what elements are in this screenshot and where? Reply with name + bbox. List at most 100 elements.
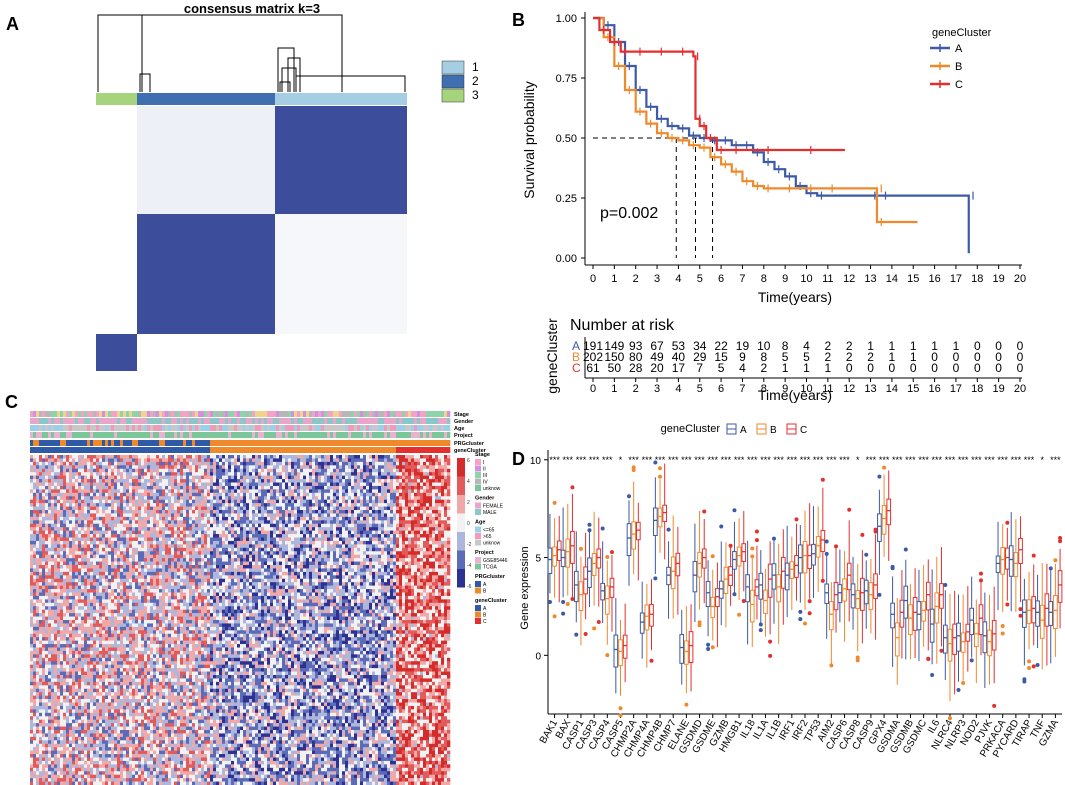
track-cell (357, 411, 361, 417)
heatmap-cell (36, 472, 40, 476)
track-cell (117, 411, 121, 417)
heatmap-cell (81, 503, 85, 507)
heatmap-cell (117, 489, 121, 494)
heatmap-cell (87, 506, 91, 511)
heatmap-cell (120, 544, 124, 549)
heatmap-cell (45, 468, 49, 473)
heatmap-cell (297, 479, 301, 483)
heatmap-cell (294, 455, 298, 459)
heatmap-cell (438, 503, 442, 507)
heatmap-cell (396, 465, 400, 470)
heatmap-cell (348, 540, 352, 545)
heatmap-cell (117, 499, 121, 504)
heatmap-cell (333, 523, 337, 528)
track-cell (417, 440, 421, 446)
heatmap-cell (255, 530, 259, 535)
heatmap-cell (51, 530, 55, 535)
track-cell (330, 418, 334, 424)
heatmap-cell (60, 496, 64, 500)
track-cell (408, 425, 412, 431)
heatmap-cell (354, 472, 358, 476)
heatmap-cell (324, 540, 328, 545)
track-cell (306, 418, 310, 424)
heatmap-cell (324, 485, 328, 490)
heatmap-cell (159, 503, 163, 507)
track-cell (441, 447, 445, 453)
track-cell (294, 418, 298, 424)
heatmap-cell (42, 520, 46, 525)
heatmap-cell (198, 527, 202, 531)
heatmap-cell (165, 510, 169, 514)
heatmap-cell (294, 496, 298, 500)
heatmap-cell (162, 513, 166, 518)
heatmap-cell (270, 475, 274, 480)
heatmap-cell (114, 506, 118, 511)
heatmap-cell (123, 479, 127, 483)
heatmap-cell (390, 520, 394, 525)
heatmap-cell (90, 527, 94, 531)
heatmap-cell (264, 527, 268, 531)
heatmap-cell (96, 547, 100, 552)
heatmap-cell (315, 540, 319, 545)
track-cell (237, 418, 241, 424)
heatmap-cell (48, 530, 52, 535)
heatmap-cell (123, 527, 127, 531)
heatmap-cell (360, 513, 364, 518)
track-cell (51, 425, 55, 431)
heatmap-cell (138, 455, 142, 459)
matrix-block-3 (96, 334, 137, 371)
heatmap-cell (108, 523, 112, 528)
heatmap-cell (402, 499, 406, 504)
heatmap-cell (411, 544, 415, 549)
track-cell (432, 411, 436, 417)
heatmap-cell (270, 468, 274, 473)
heatmap-cell (231, 506, 235, 511)
heatmap-cell (429, 544, 433, 549)
heatmap-cell (255, 499, 259, 504)
heatmap-cell (96, 540, 100, 545)
heatmap-cell (159, 458, 163, 463)
heatmap-cell (288, 485, 292, 490)
heatmap-cell (321, 465, 325, 470)
heatmap-cell (96, 458, 100, 463)
heatmap-cell (117, 506, 121, 511)
heatmap-cell (354, 537, 358, 542)
heatmap-cell (42, 516, 46, 521)
heatmap-cell (39, 513, 43, 518)
heatmap-cell (360, 523, 364, 528)
heatmap-cell (240, 513, 244, 518)
heatmap-cell (411, 482, 415, 487)
track-cell (93, 447, 97, 453)
track-cell (213, 432, 217, 438)
heatmap-cell (141, 492, 145, 497)
heatmap-cell (207, 461, 211, 466)
heatmap-cell (273, 458, 277, 463)
track-cell (306, 432, 310, 438)
track-cell (288, 440, 292, 446)
track-cell (84, 425, 88, 431)
track-cell (411, 440, 415, 446)
heatmap-cell (432, 479, 436, 483)
heatmap-cell (387, 485, 391, 490)
track-cell (105, 432, 109, 438)
heatmap-cell (387, 482, 391, 487)
heatmap-cell (102, 503, 106, 507)
heatmap-cell (345, 544, 349, 549)
heatmap-cell (114, 485, 118, 490)
track-cell (72, 440, 76, 446)
heatmap-cell (351, 506, 355, 511)
heatmap-cell (78, 455, 82, 459)
heatmap-cell (57, 520, 61, 525)
heatmap-cell (108, 510, 112, 514)
heatmap-cell (60, 479, 64, 483)
heatmap-cell (240, 527, 244, 531)
heatmap-cell (87, 468, 91, 473)
heatmap-cell (258, 523, 262, 528)
heatmap-cell (51, 503, 55, 507)
heatmap-cell (33, 537, 37, 542)
track-cell (405, 425, 409, 431)
heatmap-cell (126, 461, 130, 466)
track-cell (330, 447, 334, 453)
heatmap-cell (183, 472, 187, 476)
heatmap-cell (432, 485, 436, 490)
